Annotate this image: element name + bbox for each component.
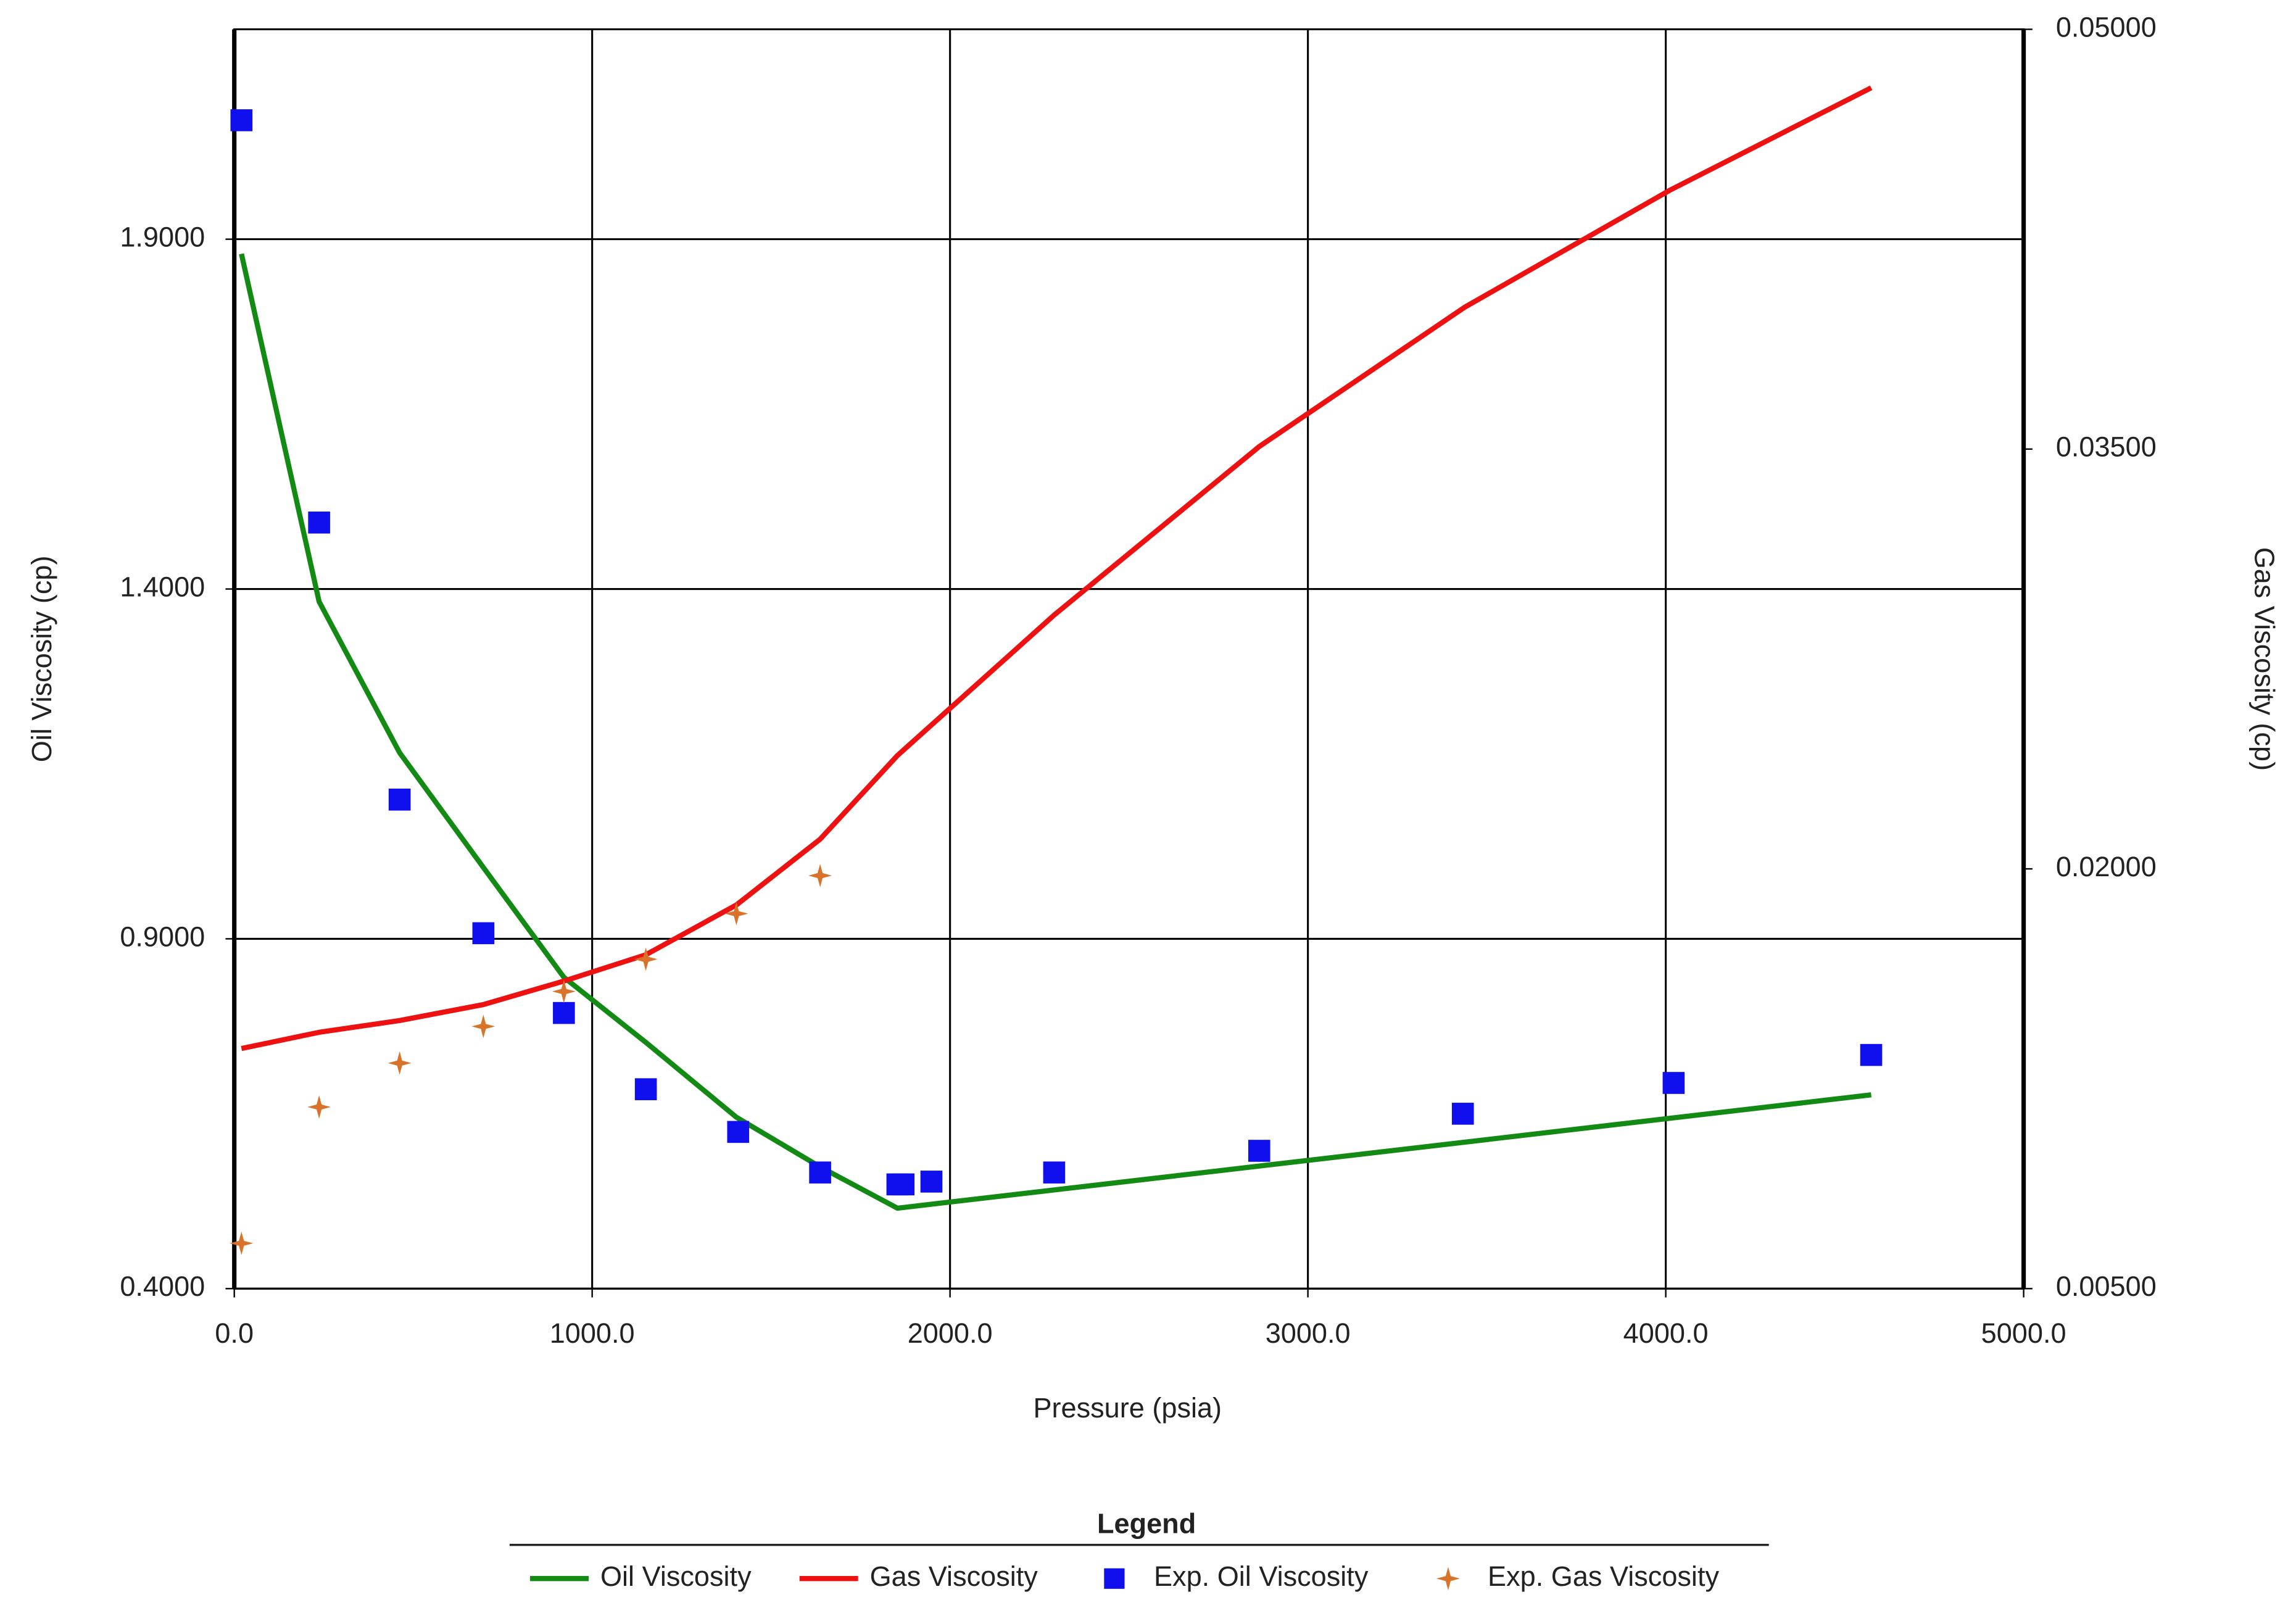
point <box>1451 1103 1474 1125</box>
point <box>307 1095 331 1119</box>
y-tick-label: 0.4000 <box>120 1271 205 1302</box>
point <box>388 1051 412 1075</box>
legend-label: Exp. Gas Viscosity <box>1488 1561 1719 1592</box>
plot-frame <box>233 28 2025 1290</box>
point <box>808 863 832 887</box>
point <box>809 1161 831 1184</box>
point <box>634 1078 657 1101</box>
point <box>308 512 330 534</box>
point <box>553 1001 575 1024</box>
point <box>727 1121 750 1143</box>
x-tick-label: 1000.0 <box>550 1317 635 1349</box>
x-axis-title: Pressure (psia) <box>1033 1392 1222 1424</box>
y2-tick-label: 0.00500 <box>2056 1271 2157 1302</box>
x-tick-label: 4000.0 <box>1623 1317 1709 1349</box>
x-tick-label: 3000.0 <box>1266 1317 1351 1349</box>
y-axis-title: Oil Viscosity (cp) <box>26 556 57 763</box>
legend-title: Legend <box>1097 1508 1196 1540</box>
x-tick-label: 2000.0 <box>908 1317 993 1349</box>
legend-label: Gas Viscosity <box>870 1561 1038 1592</box>
y-tick-label: 1.9000 <box>120 222 205 253</box>
point <box>388 789 411 811</box>
point <box>472 922 495 945</box>
point <box>634 947 658 971</box>
point <box>230 109 253 131</box>
y2-tick-label: 0.03500 <box>2056 431 2157 463</box>
series-line <box>241 85 1873 1051</box>
point <box>1043 1161 1066 1184</box>
point <box>1248 1140 1270 1162</box>
y2-tick-label: 0.02000 <box>2056 851 2157 882</box>
point <box>892 1173 915 1196</box>
x-tick-label: 0.0 <box>215 1317 254 1349</box>
legend-swatch <box>1436 1567 1460 1591</box>
point <box>920 1171 943 1193</box>
point <box>230 1231 254 1255</box>
legend-swatch <box>1104 1568 1125 1589</box>
y-tick-label: 1.4000 <box>120 571 205 602</box>
point <box>1662 1072 1685 1094</box>
point <box>471 1014 495 1039</box>
point <box>724 902 748 926</box>
y2-tick-label: 0.05000 <box>2056 11 2157 43</box>
y-tick-label: 0.9000 <box>120 921 205 952</box>
legend-label: Exp. Oil Viscosity <box>1154 1561 1369 1592</box>
legend-label: Oil Viscosity <box>600 1561 752 1592</box>
point <box>552 979 576 1003</box>
y2-axis-title: Gas Viscosity (cp) <box>2249 547 2281 771</box>
x-tick-label: 5000.0 <box>1981 1317 2066 1349</box>
series-line <box>239 253 1872 1211</box>
point <box>1860 1043 1883 1066</box>
